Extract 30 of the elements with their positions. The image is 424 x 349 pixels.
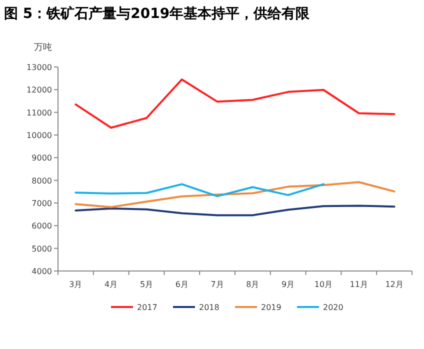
x-tick-label: 8月 — [246, 280, 260, 289]
legend-label: 2018 — [199, 303, 220, 312]
line-series — [74, 181, 396, 208]
x-tick-label: 4月 — [104, 280, 118, 289]
y-tick-label: 6000 — [32, 222, 52, 231]
y-tick-label: 4000 — [32, 267, 52, 276]
y-tick-label: 7000 — [32, 199, 52, 208]
y-tick-label: 5000 — [32, 244, 52, 254]
x-tick-label: 12月 — [385, 280, 404, 289]
x-tick-label: 6月 — [175, 280, 188, 289]
line-series — [74, 204, 396, 216]
legend-label: 2020 — [323, 303, 344, 312]
line-series — [74, 183, 324, 198]
y-axis-title: 万吨 — [34, 42, 52, 53]
x-tick-label: 9月 — [282, 280, 295, 289]
legend-label: 2017 — [137, 303, 158, 312]
y-tick-label: 13000 — [26, 63, 52, 72]
x-tick-label: 7月 — [210, 280, 224, 289]
legend-label: 2019 — [261, 303, 282, 312]
y-tick-label: 12000 — [26, 86, 52, 95]
y-tick-label: 10000 — [26, 131, 52, 140]
y-tick-label: 11000 — [26, 108, 52, 118]
x-tick-label: 5月 — [140, 280, 154, 289]
y-tick-label: 9000 — [32, 154, 52, 163]
chart-title: 图 5：铁矿石产量与2019年基本持平，供给有限 — [4, 5, 311, 22]
y-tick-label: 8000 — [32, 176, 52, 186]
x-tick-label: 11月 — [350, 280, 368, 289]
x-tick-label: 3月 — [69, 280, 82, 289]
line-series — [74, 78, 396, 129]
x-tick-label: 10月 — [314, 280, 333, 289]
